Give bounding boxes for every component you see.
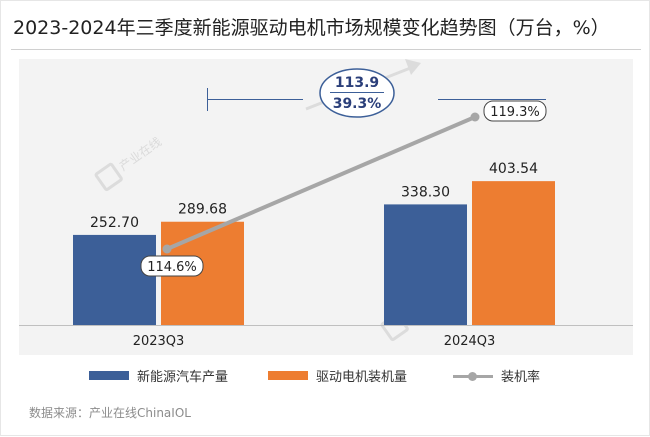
bar-production-2024Q3 xyxy=(384,204,467,325)
legend-swatch-orange xyxy=(268,371,308,380)
legend-label-rate: 装机率 xyxy=(501,370,541,385)
legend-swatch-line xyxy=(453,371,493,381)
bar-installation-2024Q3 xyxy=(472,181,555,325)
growth-arrow-head xyxy=(405,59,421,75)
legend-swatch-blue xyxy=(89,371,129,380)
annotation-value-top: 113.9 xyxy=(335,75,379,91)
rate-label: 119.3% xyxy=(490,105,540,120)
rate-label-box xyxy=(140,255,204,277)
chart-title: 2023-2024年三季度新能源驱动电机市场规模变化趋势图（万台，%） xyxy=(13,17,610,39)
annotation-value-bottom: 39.3% xyxy=(333,96,382,112)
legend-label-installation: 驱动电机装机量 xyxy=(316,370,408,385)
x-tick-label: 2023Q3 xyxy=(133,334,185,349)
bar-value-label: 289.68 xyxy=(178,202,227,218)
legend-item-rate: 装机率 xyxy=(453,366,540,385)
legend-item-production: 新能源汽车产量 xyxy=(89,366,228,385)
bar-value-label: 252.70 xyxy=(90,215,139,231)
legend-label-production: 新能源汽车产量 xyxy=(137,370,229,385)
rate-line xyxy=(165,115,477,251)
bar-production-2023Q3 xyxy=(73,234,156,325)
title-divider xyxy=(11,49,641,50)
bar-value-label: 403.54 xyxy=(489,161,538,177)
rate-label-box xyxy=(483,100,547,122)
bar-value-label: 338.30 xyxy=(401,184,450,200)
data-source: 数据来源：产业在线ChinaIOL xyxy=(29,406,191,420)
x-tick-label: 2024Q3 xyxy=(444,334,496,349)
legend: 新能源汽车产量 驱动电机装机量 装机率 xyxy=(1,366,650,386)
rate-point xyxy=(470,112,480,122)
legend-item-installation: 驱动电机装机量 xyxy=(268,366,407,385)
rate-point xyxy=(162,244,172,254)
rate-label: 114.6% xyxy=(147,260,197,275)
